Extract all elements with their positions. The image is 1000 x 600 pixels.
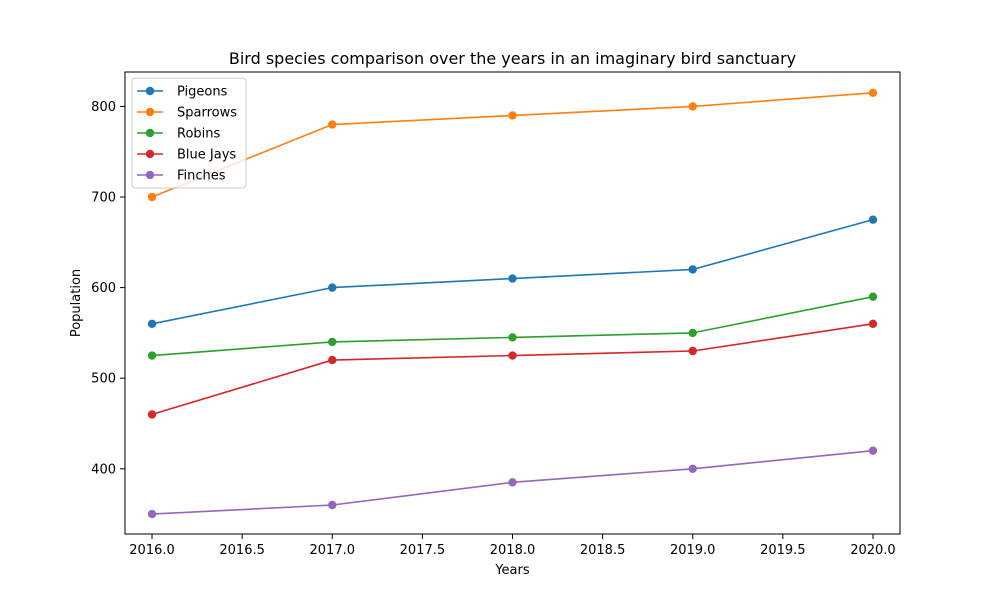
legend-label: Blue Jays [177, 148, 236, 163]
legend-item-sparrows: Sparrows [137, 106, 237, 121]
data-point-blue-jays [688, 346, 697, 356]
legend-label: Pigeons [177, 85, 228, 100]
y-tick-label: 600 [91, 281, 116, 296]
series-line-sparrows [151, 92, 874, 198]
data-point-pigeons [147, 319, 157, 329]
legend-label: Robins [177, 127, 221, 142]
x-tick-label: 2020.0 [850, 543, 896, 558]
legend-item-pigeons: Pigeons [137, 85, 228, 100]
x-tick-label: 2018.5 [580, 543, 626, 558]
legend-swatch-marker [145, 149, 155, 159]
legend-swatch-marker [145, 170, 155, 180]
data-point-pigeons [328, 283, 337, 292]
data-point-sparrows [147, 192, 157, 202]
y-tick-label: 400 [91, 462, 116, 477]
series-pigeons [147, 215, 878, 329]
x-tick-label: 2019.0 [670, 543, 716, 558]
data-point-pigeons [688, 265, 697, 274]
x-tick-label: 2016.5 [219, 543, 265, 558]
data-point-pigeons [868, 215, 878, 224]
y-axis-label: Population [69, 269, 84, 337]
series-robins [147, 292, 878, 360]
x-tick-label: 2018.0 [490, 543, 536, 558]
data-point-blue-jays [147, 410, 157, 419]
legend-box [131, 77, 247, 189]
data-point-blue-jays [868, 319, 878, 329]
legend-item-finches: Finches [137, 169, 226, 184]
data-point-finches [508, 478, 517, 487]
data-point-finches [688, 464, 697, 473]
y-axis-ticks: 400 500 600 700 800 [91, 100, 125, 477]
chart-title: Bird species comparison over the years i… [229, 49, 796, 68]
series-blue-jays [147, 319, 878, 419]
legend: Pigeons Sparrows Robins Blue Jays Finches [131, 77, 247, 189]
data-point-robins [688, 328, 697, 338]
x-axis-ticks: 2016.0 2016.5 2017.0 2017.5 2018.0 2018.5 2019… [129, 534, 896, 558]
data-point-sparrows [868, 88, 878, 98]
legend-swatch-marker [145, 86, 155, 96]
data-point-robins [147, 351, 157, 360]
y-tick-label: 500 [91, 372, 116, 387]
data-point-robins [508, 333, 517, 342]
x-axis-label: Years [494, 563, 530, 578]
data-point-robins [868, 292, 878, 301]
data-point-finches [868, 446, 878, 455]
data-point-pigeons [508, 274, 517, 283]
data-point-finches [147, 509, 157, 519]
data-point-sparrows [688, 102, 697, 111]
y-tick-label: 700 [91, 191, 116, 206]
series-line-pigeons [151, 218, 874, 325]
data-point-sparrows [508, 111, 517, 120]
legend-item-blue-jays: Blue Jays [137, 148, 236, 163]
x-tick-label: 2019.5 [760, 543, 806, 558]
series-line-robins [151, 295, 874, 357]
legend-swatch-marker [145, 128, 155, 138]
legend-item-robins: Robins [137, 127, 221, 142]
x-tick-label: 2016.0 [129, 543, 175, 558]
series-layer [147, 88, 878, 519]
legend-swatch-marker [145, 107, 155, 117]
data-point-sparrows [328, 120, 337, 129]
data-point-blue-jays [328, 355, 337, 365]
legend-label: Finches [177, 169, 226, 184]
series-finches [147, 446, 878, 519]
y-tick-label: 800 [91, 100, 116, 115]
legend-label: Sparrows [177, 106, 237, 121]
data-point-finches [328, 500, 337, 510]
series-sparrows [147, 88, 878, 202]
x-tick-label: 2017.0 [310, 543, 356, 558]
x-tick-label: 2017.5 [400, 543, 446, 558]
data-point-blue-jays [508, 351, 517, 360]
data-point-robins [328, 337, 337, 347]
